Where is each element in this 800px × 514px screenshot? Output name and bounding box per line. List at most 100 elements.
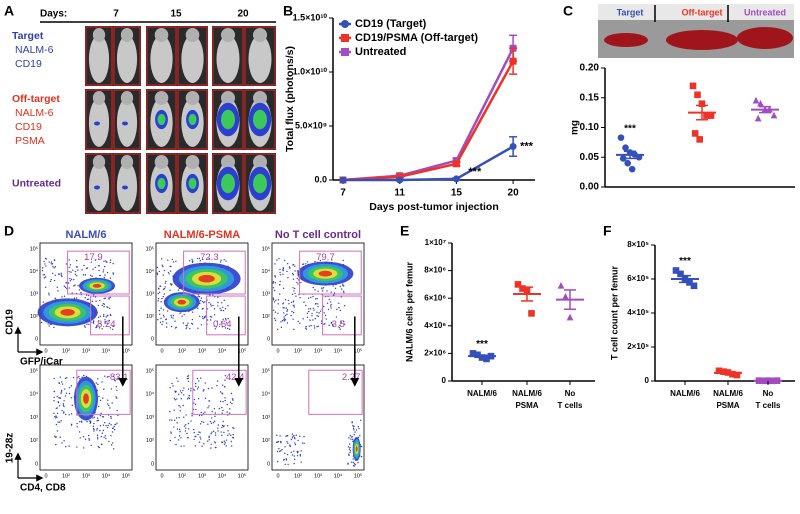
event-dot [221, 426, 223, 429]
flow-tick-label: 10² [146, 438, 154, 444]
event-dot [188, 260, 191, 262]
flow-tick-label: 10³ [30, 415, 38, 421]
flow-frame [155, 364, 249, 471]
event-dot [68, 386, 71, 389]
event-dot [156, 266, 159, 269]
event-dot [274, 263, 276, 265]
event-dot [68, 266, 71, 268]
flow-tick-label: 10³ [262, 415, 270, 421]
event-dot [314, 317, 317, 320]
point [672, 267, 680, 274]
group-label: NALM/6 [670, 389, 700, 398]
event-dot [219, 323, 221, 325]
event-dot [42, 274, 44, 276]
event-dot [204, 301, 206, 303]
density [355, 446, 358, 452]
event-dot [48, 261, 50, 263]
event-dot [110, 415, 112, 418]
event-dot [306, 316, 309, 318]
days-label: Days: [40, 9, 67, 20]
image-frame [212, 26, 244, 86]
event-dot [206, 319, 209, 321]
event-dot [225, 322, 228, 324]
event-dot [287, 463, 289, 466]
event-dot [84, 274, 87, 276]
event-dot [294, 265, 296, 267]
event-dot [277, 328, 279, 331]
event-dot [300, 450, 302, 452]
flow-tick-label: 10² [294, 473, 302, 479]
event-dot [54, 435, 56, 437]
event-dot [209, 315, 212, 318]
event-dot [278, 448, 280, 450]
point [452, 175, 460, 183]
event-dot [48, 325, 50, 327]
event-dot [297, 283, 299, 285]
event-dot [292, 318, 294, 320]
image-frame [177, 26, 208, 86]
event-dot [197, 398, 200, 400]
y-tick-label: 0.15 [580, 92, 600, 103]
event-dot [93, 416, 96, 418]
event-dot [161, 323, 163, 326]
event-dot [175, 260, 177, 262]
y-tick-label: 5.0×10⁹ [295, 120, 327, 130]
event-dot [304, 327, 307, 329]
flow-tick-label: 10⁵ [262, 245, 270, 252]
event-dot [91, 300, 94, 303]
event-dot [96, 427, 98, 430]
event-dot [311, 312, 313, 315]
event-dot [203, 302, 205, 304]
event-dot [160, 258, 163, 260]
event-dot [99, 425, 102, 427]
flow-tick-label: 10⁵ [238, 472, 246, 479]
event-dot [70, 397, 73, 399]
event-dot [272, 282, 274, 284]
event-dot [276, 450, 279, 453]
event-dot [231, 398, 234, 400]
event-dot [68, 445, 70, 447]
event-dot [198, 441, 201, 443]
event-dot [202, 421, 205, 423]
flow-tick-label: 10² [30, 314, 38, 320]
mouse-head [154, 155, 169, 169]
event-dot [277, 312, 279, 314]
mouse-head [92, 91, 106, 105]
event-dot [232, 427, 234, 429]
event-dot [52, 265, 54, 268]
event-dot [277, 299, 280, 301]
flow-tick-label: 10² [262, 314, 270, 320]
event-dot [83, 325, 86, 327]
event-dot [340, 321, 342, 323]
event-dot [288, 303, 290, 305]
event-dot [96, 325, 98, 327]
event-dot [198, 431, 200, 433]
point [696, 136, 703, 143]
event-dot [53, 412, 55, 415]
event-dot [332, 285, 334, 287]
event-dot [103, 436, 105, 438]
event-dot [339, 285, 341, 288]
event-dot [286, 270, 288, 273]
point [690, 282, 698, 290]
event-dot [187, 377, 189, 380]
event-dot [294, 438, 296, 440]
event-dot [74, 273, 77, 276]
legend-marker [341, 34, 349, 42]
image-frame [113, 153, 141, 214]
event-dot [283, 458, 286, 461]
event-dot [76, 275, 78, 277]
event-dot [190, 420, 192, 422]
event-dot [99, 399, 102, 402]
event-dot [221, 424, 224, 427]
event-dot [280, 321, 282, 323]
event-dot [194, 403, 197, 406]
event-dot [55, 417, 57, 419]
event-dot [70, 423, 73, 426]
event-dot [230, 440, 233, 443]
signal [157, 113, 166, 126]
event-dot [165, 280, 167, 283]
event-dot [55, 407, 58, 409]
event-dot [289, 267, 291, 269]
flow-tick-label: 10³ [262, 291, 270, 297]
